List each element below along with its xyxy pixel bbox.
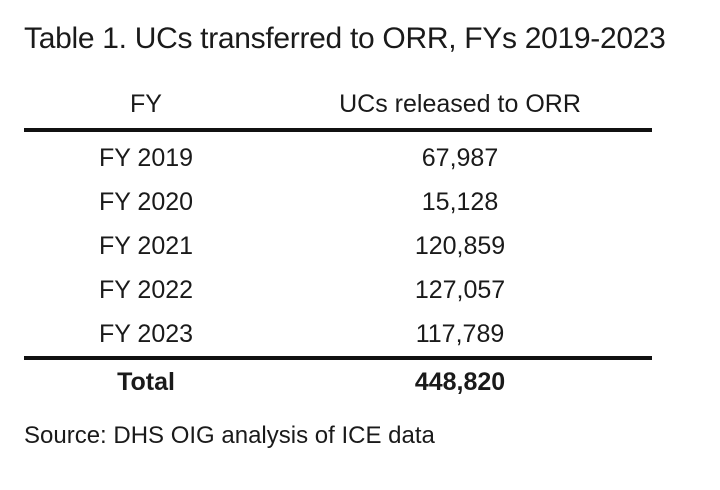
source-note: Source: DHS OIG analysis of ICE data — [24, 422, 435, 449]
value-cell: 120,859 — [414, 232, 506, 260]
column-header-ucs-released: UCs released to ORR — [339, 90, 581, 118]
header-rule — [24, 128, 652, 132]
total-value: 448,820 — [414, 368, 506, 396]
fy-cell: FY 2021 — [98, 232, 194, 260]
fy-cell: FY 2019 — [98, 144, 194, 172]
value-cell: 67,987 — [421, 144, 499, 172]
column-header-fy: FY — [130, 90, 162, 118]
table-row: FY 2023 117,789 — [24, 312, 652, 356]
table-title: Table 1. UCs transferred to ORR, FYs 201… — [24, 22, 666, 55]
total-rule — [24, 356, 652, 360]
fy-cell: FY 2023 — [98, 320, 194, 348]
value-cell: 127,057 — [414, 276, 506, 304]
fy-cell: FY 2020 — [98, 188, 194, 216]
value-cell: 15,128 — [421, 188, 499, 216]
total-label: Total — [117, 368, 175, 396]
table-row: FY 2021 120,859 — [24, 224, 652, 268]
table-row: FY 2020 15,128 — [24, 180, 652, 224]
total-row: Total 448,820 — [24, 360, 652, 406]
table-row: FY 2022 127,057 — [24, 268, 652, 312]
table-header-row: FY UCs released to ORR — [24, 82, 652, 128]
table-row: FY 2019 67,987 — [24, 136, 652, 180]
data-table: FY UCs released to ORR FY 2019 67,987 FY… — [24, 82, 652, 406]
value-cell: 117,789 — [415, 320, 505, 348]
table-body: FY 2019 67,987 FY 2020 15,128 FY 2021 12… — [24, 132, 652, 356]
fy-cell: FY 2022 — [98, 276, 194, 304]
